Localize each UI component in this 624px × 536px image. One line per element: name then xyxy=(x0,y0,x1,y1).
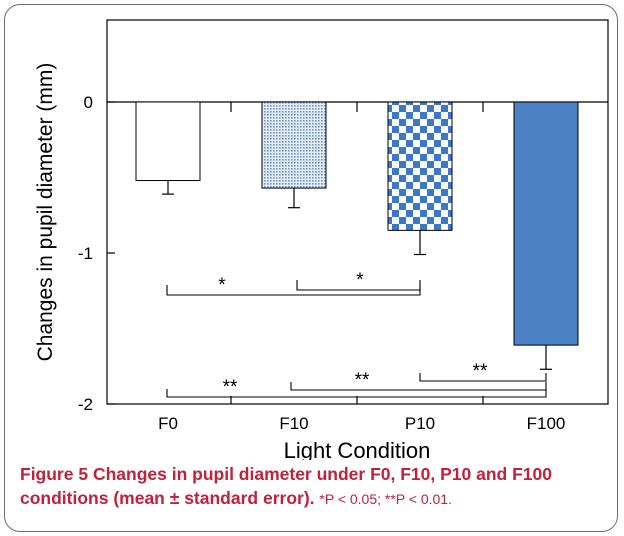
significance-marker: * xyxy=(218,275,226,296)
x-tick-label: P10 xyxy=(405,414,435,433)
y-tick-label: 0 xyxy=(84,93,93,112)
y-tick-label: -2 xyxy=(78,395,93,414)
x-axis-title: Light Condition xyxy=(284,438,431,460)
significance-marker: ** xyxy=(223,377,238,398)
significance-note: *P < 0.05; **P < 0.01. xyxy=(319,491,452,507)
bar-chart: 0-1-2F0 F10 P10 F100 * *** ** ** Light Conditi… xyxy=(34,19,609,460)
figure-caption: Figure 5 Changes in pupil diameter under… xyxy=(20,462,610,511)
y-tick-label: -1 xyxy=(78,244,93,263)
bar-p10 xyxy=(387,101,453,231)
bar-f0 xyxy=(135,101,201,182)
significance-bracket xyxy=(290,382,547,391)
x-tick-label: F10 xyxy=(279,414,308,433)
bar-f10 xyxy=(261,101,327,189)
x-tick-label: F100 xyxy=(527,414,566,433)
y-axis-title: Changes in pupil diameter (mm) xyxy=(34,63,57,362)
significance-marker: ** xyxy=(355,370,370,391)
figure-title: Changes in pupil diameter under F0, F10,… xyxy=(20,464,552,508)
significance-marker: * xyxy=(356,270,364,291)
significance-bracket xyxy=(419,373,547,382)
bar-f100 xyxy=(513,101,579,346)
significance-marker: ** xyxy=(473,361,488,382)
x-tick-label: F0 xyxy=(158,414,178,433)
figure-label: Figure 5 xyxy=(20,464,89,484)
significance-bracket xyxy=(166,389,547,398)
significance-bracket xyxy=(296,280,421,291)
